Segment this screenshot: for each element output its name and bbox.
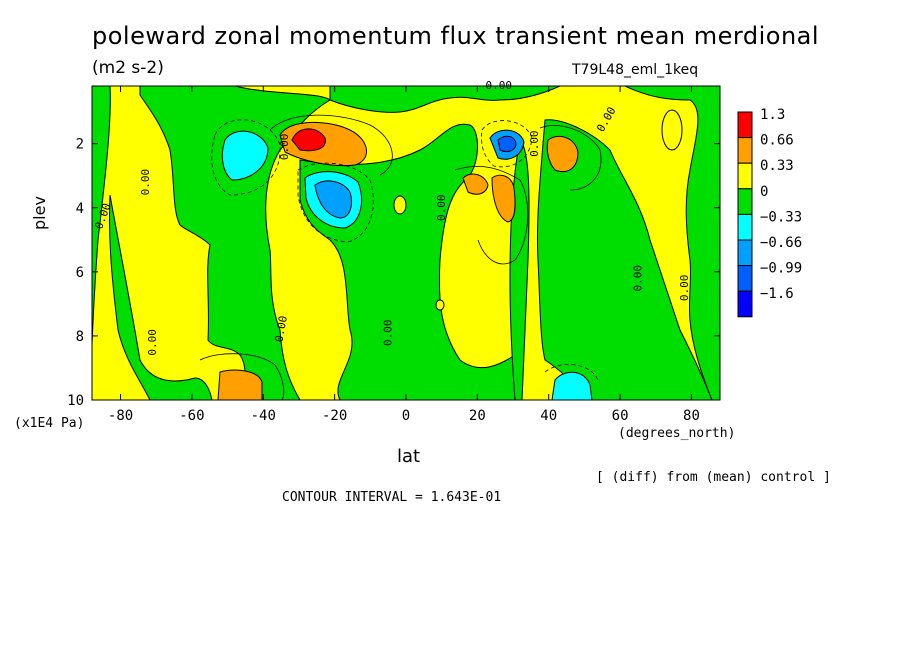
x-tick-label: -60: [179, 408, 204, 424]
x-tick-label: 80: [683, 408, 700, 424]
contour-label: 0.00: [278, 134, 291, 161]
colorbar-label: 0.33: [760, 158, 794, 174]
x-tick-label: 60: [612, 408, 629, 424]
negative-cores: [221, 129, 593, 400]
contour-label: 0.00: [435, 195, 448, 222]
y-tick-label: 4: [76, 201, 84, 217]
x-tick-label: -80: [108, 408, 133, 424]
run-label: T79L48_eml_1keq: [572, 62, 699, 78]
colorbar-label: 0.66: [760, 133, 794, 149]
chart-units: (m2 s-2): [92, 58, 164, 78]
chart-title: poleward zonal momentum flux transient m…: [92, 22, 820, 50]
contour-label: 0.00: [139, 169, 152, 196]
colorbar-label: −0.33: [760, 209, 802, 225]
y-tick-label: 8: [76, 329, 84, 345]
x-tick-label: -40: [251, 408, 276, 424]
contour-lines: [199, 114, 602, 400]
colorbar-swatch: [737, 213, 753, 241]
diff-note: [ (diff) from (mean) control ]: [596, 470, 831, 485]
contour-label: 0.00: [486, 79, 513, 92]
colorbar-label: −0.66: [760, 235, 802, 251]
colorbar-swatch: [737, 265, 753, 292]
dashed-contours: [211, 119, 599, 381]
colorbar-swatch: [737, 162, 753, 190]
x-axis-unit: (degrees_north): [618, 426, 736, 441]
y-tick-label: 2: [76, 137, 84, 153]
colorbar-swatch: [737, 137, 753, 164]
colorbar-swatch: [737, 188, 753, 215]
contour-label: 0.00: [632, 265, 645, 292]
colorbar-label: −0.99: [760, 261, 802, 277]
y-axis-unit: (x1E4 Pa): [14, 416, 85, 431]
contour-labels: 0.00 0.00 0.00 0.00 0.00 0.00 0.00 0.00 0.00 0.00…: [92, 79, 691, 355]
contour-label: 0.00: [678, 275, 691, 302]
x-axis: -80 -60 -40 -20 0 20 40 60 80: [108, 86, 700, 424]
contour-interval: CONTOUR INTERVAL = 1.643E-01: [282, 490, 502, 505]
contour-label: 0.00: [382, 319, 395, 346]
contour-label: 0.00: [146, 329, 159, 356]
positive-cores: [217, 121, 579, 400]
colorbar-label: 0: [760, 184, 768, 200]
y-tick-label: 10: [67, 393, 84, 409]
y-axis: 2 4 6 8 10: [67, 137, 720, 409]
y-tick-label: 6: [76, 265, 84, 281]
contour-field: [92, 86, 720, 400]
colorbar: 1.3 0.66 0.33 0 −0.33 −0.66 −0.99 −1.6: [737, 107, 802, 318]
x-axis-label: lat: [397, 446, 421, 467]
colorbar-label: −1.6: [760, 286, 794, 302]
colorbar-swatch: [737, 290, 753, 318]
contour-label: 0.00: [528, 130, 541, 157]
x-tick-label: 0: [402, 408, 410, 424]
x-tick-label: 40: [540, 408, 557, 424]
x-tick-label: 20: [469, 408, 486, 424]
colorbar-label: 1.3: [760, 107, 785, 123]
contour-label: 0.00: [273, 315, 290, 343]
positive-islands: [393, 109, 683, 311]
colorbar-swatch: [737, 111, 753, 139]
x-tick-label: -20: [322, 408, 347, 424]
colorbar-swatch: [737, 239, 753, 267]
